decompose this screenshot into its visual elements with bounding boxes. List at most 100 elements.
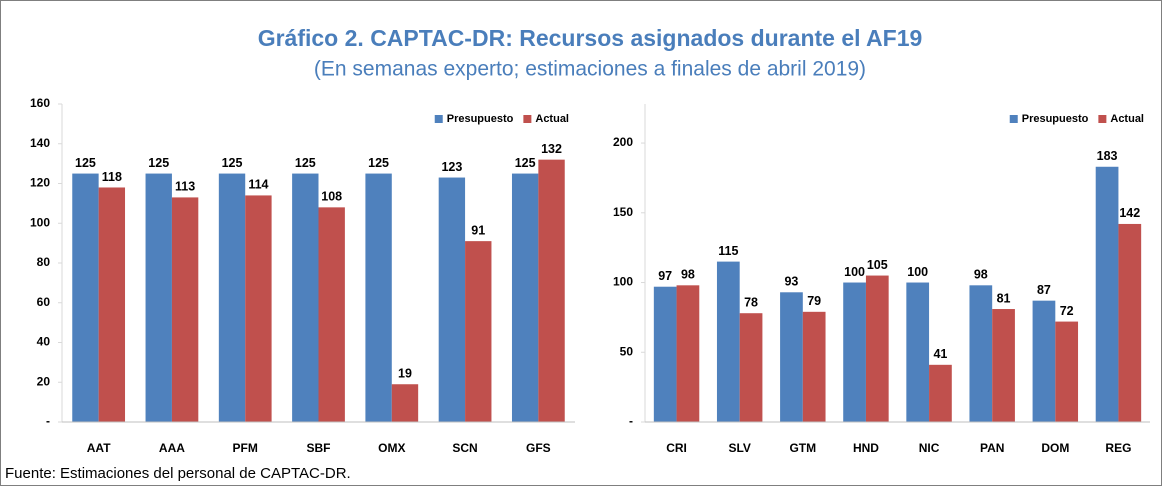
legend-swatch: [1009, 115, 1018, 123]
legend-label: Presupuesto: [447, 113, 514, 125]
y-tick-label: 100: [30, 215, 50, 229]
data-label: 98: [974, 268, 988, 282]
bar: [218, 173, 246, 422]
y-tick-label: 140: [30, 136, 50, 150]
data-label: 98: [681, 268, 695, 282]
legend-label: Actual: [1110, 113, 1144, 125]
y-tick-label: 40: [37, 335, 51, 349]
bar: [292, 173, 319, 422]
y-tick-label: 120: [30, 176, 50, 190]
y-tick-label: -: [629, 414, 633, 428]
y-tick-label: 150: [613, 205, 633, 219]
y-tick-label: 50: [620, 344, 634, 358]
x-tick-label: OMX: [378, 441, 405, 455]
y-tick-label: 200: [613, 135, 633, 149]
y-tick-label: -: [46, 414, 50, 428]
y-tick-label: 160: [30, 96, 50, 110]
bar: [72, 173, 99, 422]
x-tick-label: SLV: [728, 441, 750, 455]
bar: [1118, 223, 1142, 422]
data-label: 125: [295, 156, 316, 170]
y-tick-label: 80: [37, 255, 51, 269]
data-label: 91: [471, 223, 485, 237]
data-label: 125: [148, 156, 169, 170]
data-label: 87: [1037, 283, 1051, 297]
legend-swatch: [1098, 115, 1107, 123]
data-label: 78: [744, 296, 758, 310]
data-label: 114: [248, 178, 268, 192]
bar: [98, 187, 126, 422]
y-tick-label: 20: [37, 374, 51, 388]
legend-label: Presupuesto: [1022, 113, 1089, 125]
y-tick-label: 100: [613, 275, 633, 289]
data-label: 125: [368, 156, 389, 170]
data-label: 19: [398, 367, 412, 381]
x-tick-label: PAN: [980, 441, 1004, 455]
data-label: 125: [75, 156, 96, 170]
bar: [843, 282, 866, 422]
bar: [391, 384, 419, 422]
bar: [676, 285, 700, 422]
data-label: 79: [807, 294, 821, 308]
legend-swatch: [434, 115, 443, 123]
bar: [365, 173, 392, 422]
legend-swatch: [523, 115, 532, 123]
x-tick-label: GTM: [789, 441, 816, 455]
bar: [1055, 321, 1079, 422]
bar: [511, 173, 539, 422]
source-note: Fuente: Estimaciones del personal de CAP…: [5, 465, 351, 482]
bar: [653, 286, 677, 422]
data-label: 113: [175, 180, 195, 194]
data-label: 123: [441, 160, 462, 174]
data-label: 125: [222, 156, 243, 170]
x-tick-label: GFS: [526, 441, 551, 455]
data-label: 81: [997, 291, 1011, 305]
bar: [465, 241, 492, 422]
data-label: 93: [784, 275, 798, 289]
legend-label: Actual: [535, 113, 569, 125]
data-label: 108: [321, 190, 342, 204]
data-label: 105: [867, 258, 888, 272]
x-tick-label: HND: [853, 441, 879, 455]
bar: [318, 207, 345, 422]
x-tick-label: NIC: [919, 441, 940, 455]
x-tick-label: SCN: [452, 441, 477, 455]
bar: [906, 282, 930, 422]
data-label: 132: [541, 142, 562, 156]
bar: [145, 173, 172, 422]
bar: [865, 275, 889, 422]
bar: [438, 177, 466, 422]
x-tick-label: REG: [1105, 441, 1131, 455]
bar: [802, 311, 826, 422]
bar: [171, 197, 199, 422]
data-label: 72: [1060, 304, 1074, 318]
x-tick-label: AAA: [159, 441, 185, 455]
data-label: 115: [718, 244, 738, 258]
bar: [1095, 166, 1119, 422]
data-label: 125: [515, 156, 536, 170]
data-label: 97: [658, 269, 672, 283]
x-tick-label: DOM: [1041, 441, 1069, 455]
bar: [929, 364, 952, 422]
bar: [992, 309, 1015, 422]
bar: [969, 285, 993, 422]
x-tick-label: SBF: [307, 441, 331, 455]
bar: [1032, 300, 1056, 422]
data-label: 41: [933, 347, 947, 361]
bar: [739, 313, 763, 422]
y-tick-label: 60: [37, 295, 51, 309]
bar: [716, 261, 740, 422]
data-label: 118: [102, 170, 122, 184]
bar: [780, 292, 803, 422]
data-label: 100: [907, 265, 928, 279]
x-tick-label: CRI: [666, 441, 687, 455]
figure-title: Gráfico 2. CAPTAC-DR: Recursos asignados…: [258, 25, 923, 51]
bar: [538, 159, 565, 422]
x-tick-label: AAT: [87, 441, 111, 455]
data-label: 142: [1119, 206, 1140, 220]
figure-subtitle: (En semanas experto; estimaciones a fina…: [314, 58, 866, 81]
data-label: 100: [844, 265, 865, 279]
data-label: 183: [1097, 149, 1118, 163]
x-tick-label: PFM: [233, 441, 258, 455]
